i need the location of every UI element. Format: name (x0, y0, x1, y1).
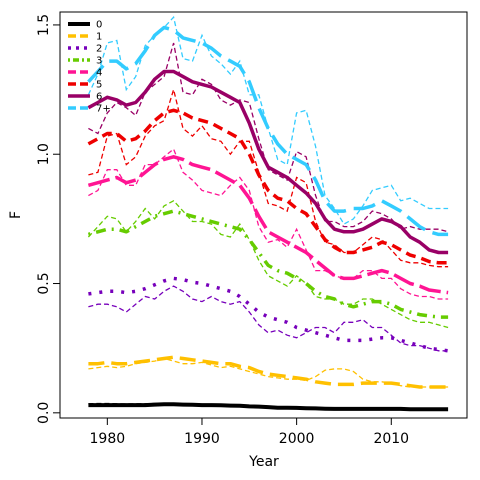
series-7+-dashed-line (87, 15, 449, 225)
series-5-line (87, 108, 449, 265)
series-7+-line (87, 25, 449, 237)
x-axis-title: Year (248, 454, 279, 470)
series-2-line (88, 276, 449, 353)
series-0-line (88, 402, 449, 412)
legend-label-1: 1 (96, 32, 102, 43)
y-tick-label: 1.0 (36, 143, 52, 165)
plot-frame (59, 11, 468, 419)
x-tick-label: 1990 (184, 431, 220, 447)
series-3-dashed-line (87, 199, 449, 329)
series-1-line (88, 355, 449, 389)
series-6-line (87, 69, 449, 255)
x-tick-label: 2010 (373, 431, 409, 447)
y-tick-label: 0.0 (36, 402, 52, 424)
series-2-dashed-line (88, 285, 449, 352)
legend-label-4: 4 (96, 68, 102, 79)
axes: 1980 1990 2000 2010 0.0 0.5 1.0 1.5 (36, 14, 409, 447)
legend-label-2: 2 (96, 44, 102, 55)
legend-label-3: 3 (96, 56, 102, 67)
legend-label-5: 5 (96, 80, 102, 91)
legend-label-6: 6 (96, 92, 102, 103)
y-tick-label: 0.5 (36, 272, 52, 294)
series-3-line (87, 209, 449, 319)
legend-label-0: 0 (96, 20, 102, 31)
legend-label-7+: 7+ (96, 104, 111, 115)
series-lines (87, 15, 449, 412)
series-4-dashed-line (88, 148, 449, 300)
y-tick-label: 1.5 (36, 14, 52, 36)
x-tick-label: 2000 (279, 431, 315, 447)
y-axis-title: F (8, 211, 24, 219)
series-5-dashed-line (88, 87, 449, 268)
series-4-line (87, 155, 449, 295)
x-tick-label: 1980 (90, 431, 126, 447)
